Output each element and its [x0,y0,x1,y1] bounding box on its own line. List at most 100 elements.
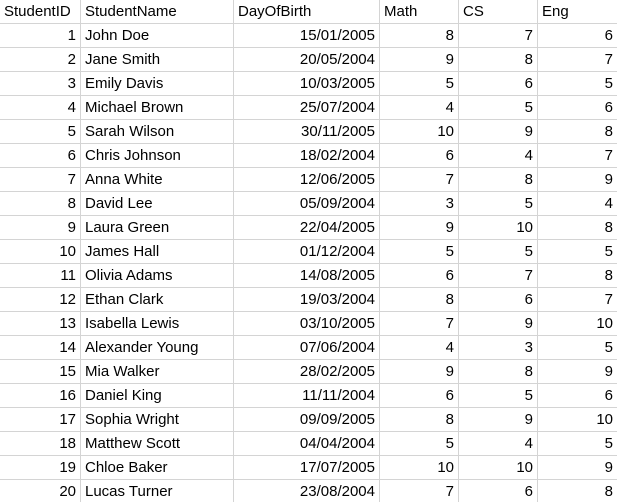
cell-student-id[interactable]: 20 [0,480,81,502]
cell-cs[interactable]: 9 [459,312,538,336]
cell-student-name[interactable]: Anna White [81,168,234,192]
cell-student-id[interactable]: 8 [0,192,81,216]
cell-math[interactable]: 5 [380,72,459,96]
header-cell-day-of-birth[interactable]: DayOfBirth [234,0,380,24]
cell-eng[interactable]: 5 [538,72,617,96]
cell-day-of-birth[interactable]: 05/09/2004 [234,192,380,216]
cell-student-id[interactable]: 2 [0,48,81,72]
cell-cs[interactable]: 9 [459,120,538,144]
cell-day-of-birth[interactable]: 28/02/2005 [234,360,380,384]
cell-math[interactable]: 10 [380,120,459,144]
cell-math[interactable]: 9 [380,216,459,240]
cell-day-of-birth[interactable]: 14/08/2005 [234,264,380,288]
cell-day-of-birth[interactable]: 17/07/2005 [234,456,380,480]
cell-math[interactable]: 3 [380,192,459,216]
cell-cs[interactable]: 7 [459,24,538,48]
cell-student-name[interactable]: Jane Smith [81,48,234,72]
cell-eng[interactable]: 5 [538,240,617,264]
cell-student-id[interactable]: 14 [0,336,81,360]
cell-student-id[interactable]: 9 [0,216,81,240]
cell-day-of-birth[interactable]: 10/03/2005 [234,72,380,96]
cell-math[interactable]: 7 [380,312,459,336]
cell-student-name[interactable]: Chris Johnson [81,144,234,168]
cell-cs[interactable]: 4 [459,432,538,456]
header-cell-math[interactable]: Math [380,0,459,24]
cell-cs[interactable]: 6 [459,480,538,502]
cell-cs[interactable]: 4 [459,144,538,168]
cell-student-id[interactable]: 7 [0,168,81,192]
cell-math[interactable]: 6 [380,384,459,408]
cell-math[interactable]: 6 [380,144,459,168]
cell-student-name[interactable]: Chloe Baker [81,456,234,480]
cell-math[interactable]: 8 [380,288,459,312]
cell-cs[interactable]: 5 [459,384,538,408]
cell-eng[interactable]: 7 [538,144,617,168]
cell-student-name[interactable]: Daniel King [81,384,234,408]
cell-day-of-birth[interactable]: 04/04/2004 [234,432,380,456]
cell-eng[interactable]: 6 [538,24,617,48]
cell-math[interactable]: 8 [380,24,459,48]
cell-math[interactable]: 10 [380,456,459,480]
cell-student-id[interactable]: 18 [0,432,81,456]
cell-eng[interactable]: 8 [538,480,617,502]
cell-student-name[interactable]: Sarah Wilson [81,120,234,144]
cell-day-of-birth[interactable]: 01/12/2004 [234,240,380,264]
cell-day-of-birth[interactable]: 03/10/2005 [234,312,380,336]
header-cell-eng[interactable]: Eng [538,0,617,24]
cell-student-name[interactable]: Isabella Lewis [81,312,234,336]
cell-student-name[interactable]: Emily Davis [81,72,234,96]
header-cell-student-name[interactable]: StudentName [81,0,234,24]
cell-student-id[interactable]: 19 [0,456,81,480]
cell-eng[interactable]: 9 [538,456,617,480]
cell-student-id[interactable]: 17 [0,408,81,432]
cell-eng[interactable]: 6 [538,96,617,120]
cell-day-of-birth[interactable]: 12/06/2005 [234,168,380,192]
cell-student-name[interactable]: Lucas Turner [81,480,234,502]
cell-eng[interactable]: 10 [538,312,617,336]
cell-math[interactable]: 5 [380,240,459,264]
cell-cs[interactable]: 6 [459,72,538,96]
cell-day-of-birth[interactable]: 22/04/2005 [234,216,380,240]
cell-student-name[interactable]: John Doe [81,24,234,48]
cell-cs[interactable]: 8 [459,48,538,72]
cell-eng[interactable]: 7 [538,288,617,312]
cell-student-id[interactable]: 1 [0,24,81,48]
cell-student-name[interactable]: Mia Walker [81,360,234,384]
cell-math[interactable]: 5 [380,432,459,456]
cell-eng[interactable]: 7 [538,48,617,72]
cell-cs[interactable]: 10 [459,216,538,240]
cell-math[interactable]: 9 [380,360,459,384]
cell-eng[interactable]: 5 [538,432,617,456]
cell-math[interactable]: 7 [380,168,459,192]
cell-cs[interactable]: 9 [459,408,538,432]
cell-math[interactable]: 7 [380,480,459,502]
cell-math[interactable]: 4 [380,96,459,120]
cell-student-id[interactable]: 11 [0,264,81,288]
cell-eng[interactable]: 10 [538,408,617,432]
cell-student-id[interactable]: 6 [0,144,81,168]
cell-eng[interactable]: 9 [538,168,617,192]
cell-student-name[interactable]: Ethan Clark [81,288,234,312]
cell-day-of-birth[interactable]: 11/11/2004 [234,384,380,408]
cell-student-name[interactable]: Sophia Wright [81,408,234,432]
cell-student-name[interactable]: Michael Brown [81,96,234,120]
cell-eng[interactable]: 6 [538,384,617,408]
cell-student-name[interactable]: Laura Green [81,216,234,240]
cell-student-id[interactable]: 5 [0,120,81,144]
cell-student-name[interactable]: Olivia Adams [81,264,234,288]
cell-math[interactable]: 6 [380,264,459,288]
cell-student-id[interactable]: 3 [0,72,81,96]
cell-student-id[interactable]: 12 [0,288,81,312]
cell-eng[interactable]: 4 [538,192,617,216]
cell-cs[interactable]: 7 [459,264,538,288]
cell-cs[interactable]: 3 [459,336,538,360]
cell-day-of-birth[interactable]: 19/03/2004 [234,288,380,312]
cell-math[interactable]: 4 [380,336,459,360]
cell-cs[interactable]: 5 [459,96,538,120]
cell-day-of-birth[interactable]: 07/06/2004 [234,336,380,360]
cell-day-of-birth[interactable]: 23/08/2004 [234,480,380,502]
cell-student-name[interactable]: David Lee [81,192,234,216]
cell-student-name[interactable]: James Hall [81,240,234,264]
cell-student-name[interactable]: Alexander Young [81,336,234,360]
cell-student-id[interactable]: 16 [0,384,81,408]
